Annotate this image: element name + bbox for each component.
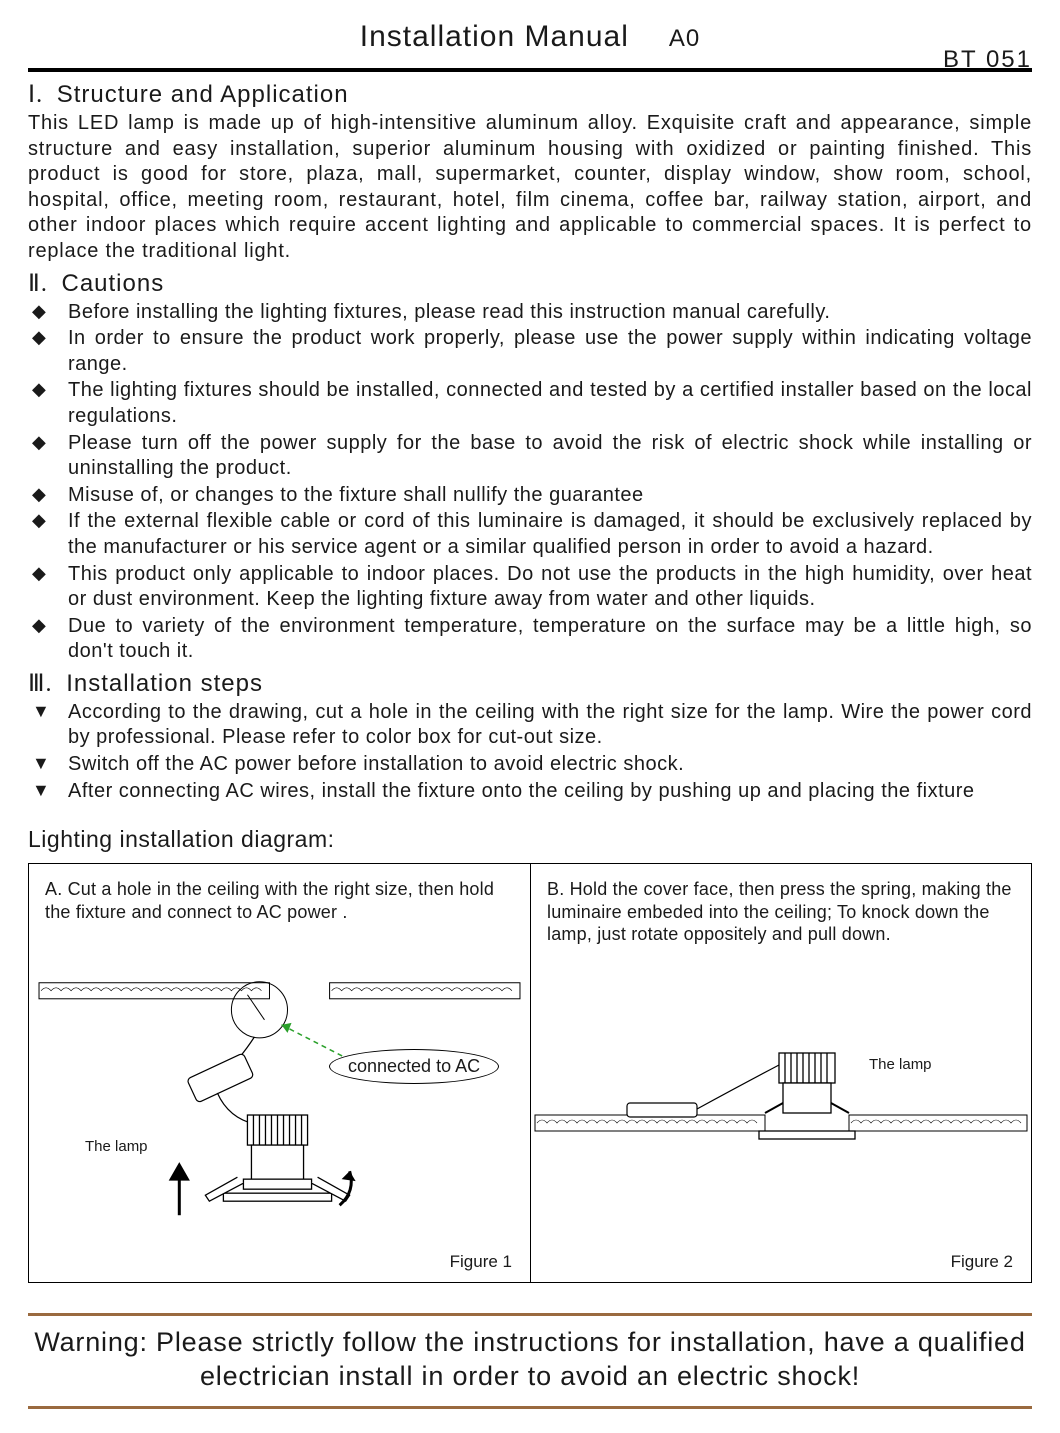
diagram-title: Lighting installation diagram: [28,826,1032,853]
panel-a-illustration: connected to AC The lamp [29,964,530,1246]
cautions-list: ◆Before installing the lighting fixtures… [28,300,1032,665]
caution-item: ◆Before installing the lighting fixtures… [28,300,1032,326]
warning-block: Warning: Please strictly follow the inst… [28,1313,1032,1409]
caution-item: ◆If the external flexible cable or cord … [28,509,1032,560]
caution-text: Before installing the lighting fixtures,… [68,300,1032,326]
section1-numeral: Ⅰ. [28,82,43,108]
caution-text: In order to ensure the product work prop… [68,326,1032,377]
caution-item: ◆Please turn off the power supply for th… [28,431,1032,482]
diamond-bullet-icon: ◆ [28,378,68,401]
steps-list: ▼According to the drawing, cut a hole in… [28,700,1032,804]
header-rule [28,68,1032,72]
diamond-bullet-icon: ◆ [28,431,68,454]
product-code: BT 051 [943,46,1032,74]
caution-text: The lighting fixtures should be installe… [68,378,1032,429]
panel-a-caption: A. Cut a hole in the ceiling with the ri… [45,878,514,923]
diagram-box: A. Cut a hole in the ceiling with the ri… [28,863,1032,1283]
triangle-bullet-icon: ▼ [28,700,68,723]
step-text: According to the drawing, cut a hole in … [68,700,1032,751]
section1-body: This LED lamp is made up of high-intensi… [28,111,1032,265]
caution-item: ◆In order to ensure the product work pro… [28,326,1032,377]
caution-text: This product only applicable to indoor p… [68,562,1032,613]
lamp-label-a: The lamp [85,1138,148,1155]
section1-title-text: Structure and Application [57,81,349,108]
caution-item: ◆Due to variety of the environment tempe… [28,614,1032,665]
step-text: Switch off the AC power before installat… [68,752,1032,778]
caution-item: ◆Misuse of, or changes to the fixture sh… [28,483,1032,509]
header: Installation Manual A0 BT 051 [28,20,1032,54]
diamond-bullet-icon: ◆ [28,562,68,585]
doc-title: Installation Manual [360,20,629,54]
triangle-bullet-icon: ▼ [28,752,68,775]
section2-heading: Ⅱ. Cautions [28,269,1032,298]
diamond-bullet-icon: ◆ [28,483,68,506]
warning-text: Warning: Please strictly follow the inst… [28,1316,1032,1406]
diagram-panel-a: A. Cut a hole in the ceiling with the ri… [29,864,530,1282]
section3-numeral: Ⅲ. [28,671,53,697]
caution-text: If the external flexible cable or cord o… [68,509,1032,560]
figure-2-label: Figure 2 [951,1252,1013,1272]
step-item: ▼According to the drawing, cut a hole in… [28,700,1032,751]
panel-b-caption: B. Hold the cover face, then press the s… [547,878,1015,946]
figure-1-label: Figure 1 [450,1252,512,1272]
revision-code: A0 [669,25,700,53]
lamp-label-b: The lamp [869,1056,932,1073]
step-item: ▼Switch off the AC power before installa… [28,752,1032,778]
diagram-panel-b: B. Hold the cover face, then press the s… [530,864,1031,1282]
section3-heading: Ⅲ. Installation steps [28,669,1032,698]
caution-item: ◆The lighting fixtures should be install… [28,378,1032,429]
diamond-bullet-icon: ◆ [28,326,68,349]
diamond-bullet-icon: ◆ [28,614,68,637]
section1-heading: Ⅰ. Structure and Application [28,80,1032,109]
caution-text: Due to variety of the environment temper… [68,614,1032,665]
panel-b-illustration: The lamp [531,964,1031,1246]
triangle-bullet-icon: ▼ [28,779,68,802]
step-item: ▼After connecting AC wires, install the … [28,779,1032,805]
diamond-bullet-icon: ◆ [28,509,68,532]
step-text: After connecting AC wires, install the f… [68,779,1032,805]
caution-item: ◆This product only applicable to indoor … [28,562,1032,613]
diamond-bullet-icon: ◆ [28,300,68,323]
warning-rule-bottom [28,1406,1032,1409]
section2-numeral: Ⅱ. [28,271,48,297]
caution-text: Misuse of, or changes to the fixture sha… [68,483,1032,509]
section2-title-text: Cautions [61,270,164,297]
section3-title-text: Installation steps [66,670,263,697]
caution-text: Please turn off the power supply for the… [68,431,1032,482]
